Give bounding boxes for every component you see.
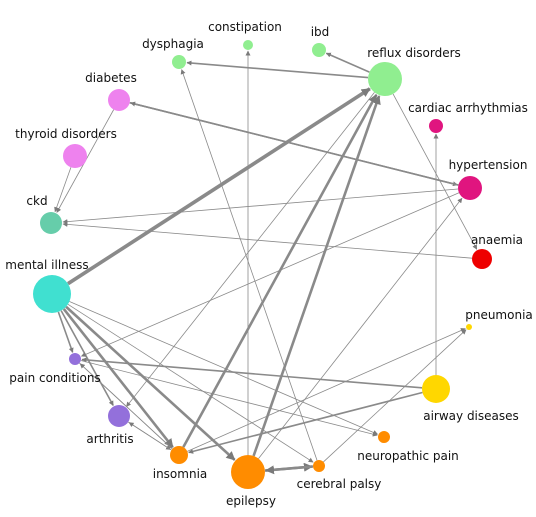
edge-reflux-to-arthritis bbox=[126, 92, 375, 407]
node-neuropathic[interactable] bbox=[378, 431, 390, 443]
edge-epilepsy-to-hypertension bbox=[258, 197, 463, 459]
node-label-pain: pain conditions bbox=[9, 371, 100, 385]
node-hypertension[interactable] bbox=[458, 176, 482, 200]
edge-cerebral-to-pneumonia bbox=[323, 329, 467, 463]
edge-airway-to-insomnia bbox=[188, 391, 423, 454]
edge-hypertension-to-pain bbox=[80, 192, 460, 357]
node-label-hypertension: hypertension bbox=[449, 158, 528, 172]
node-anaemia[interactable] bbox=[472, 249, 492, 269]
node-insomnia[interactable] bbox=[170, 446, 188, 464]
edge-epilepsy-to-reflux bbox=[252, 95, 381, 457]
node-label-cerebral: cerebral palsy bbox=[297, 477, 382, 491]
node-label-epilepsy: epilepsy bbox=[226, 494, 276, 508]
label-layer: constipation ibd dysphagia reflux disorders… bbox=[5, 20, 532, 508]
node-label-arthritis: arthritis bbox=[86, 432, 133, 446]
node-airway[interactable] bbox=[422, 375, 450, 403]
node-label-dysphagia: dysphagia bbox=[142, 37, 204, 51]
node-label-pneumonia: pneumonia bbox=[465, 308, 533, 322]
edge-reflux-to-anaemia bbox=[392, 93, 478, 250]
edge-mental-to-pain bbox=[57, 311, 74, 353]
edge-reflux-to-dysphagia bbox=[186, 60, 369, 79]
node-ibd[interactable] bbox=[312, 43, 326, 57]
edge-cerebral-to-epilepsy bbox=[265, 465, 314, 475]
node-label-airway: airway diseases bbox=[423, 409, 519, 423]
edge-anaemia-to-ckd bbox=[62, 221, 473, 259]
edge-mental-to-reflux bbox=[66, 87, 371, 286]
node-ckd[interactable] bbox=[40, 212, 62, 234]
node-epilepsy[interactable] bbox=[231, 455, 265, 489]
node-label-mental: mental illness bbox=[5, 258, 88, 272]
node-label-cardiac: cardiac arrhythmias bbox=[408, 101, 528, 115]
edge-airway-to-pain bbox=[81, 357, 423, 389]
edge-cerebral-to-dysphagia bbox=[180, 69, 318, 461]
node-label-thyroid: thyroid disorders bbox=[15, 127, 117, 141]
node-label-anaemia: anaemia bbox=[471, 233, 523, 247]
node-layer bbox=[33, 40, 492, 489]
edge-hypertension-to-diabetes bbox=[130, 101, 459, 186]
node-thyroid[interactable] bbox=[63, 144, 87, 168]
edge-layer bbox=[54, 50, 478, 475]
node-reflux[interactable] bbox=[368, 62, 402, 96]
edge-hypertension-to-ckd bbox=[62, 188, 459, 225]
edge-insomnia-to-reflux bbox=[182, 93, 378, 448]
node-arthritis[interactable] bbox=[108, 405, 130, 427]
edge-reflux-to-ibd bbox=[325, 52, 370, 73]
edge-mental-to-cerebral bbox=[67, 303, 314, 463]
edge-insomnia-to-arthritis bbox=[128, 422, 172, 451]
node-mental[interactable] bbox=[33, 275, 71, 313]
node-pneumonia[interactable] bbox=[466, 324, 472, 330]
node-label-constipation: constipation bbox=[208, 20, 282, 34]
node-dysphagia[interactable] bbox=[172, 55, 186, 69]
node-cardiac[interactable] bbox=[429, 119, 443, 133]
edge-pain-to-neuropathic bbox=[80, 360, 378, 437]
node-label-diabetes: diabetes bbox=[85, 71, 137, 85]
node-diabetes[interactable] bbox=[108, 89, 130, 111]
edge-mental-to-arthritis bbox=[60, 310, 114, 406]
node-label-neuropathic: neuropathic pain bbox=[357, 449, 459, 463]
edge-mental-to-insomnia bbox=[62, 308, 174, 448]
node-label-reflux: reflux disorders bbox=[367, 46, 461, 60]
edge-insomnia-to-pain bbox=[79, 363, 173, 450]
edge-thyroid-to-ckd bbox=[54, 167, 72, 213]
edge-insomnia-to-pneumonia bbox=[187, 328, 466, 452]
node-cerebral[interactable] bbox=[313, 460, 325, 472]
node-label-ckd: ckd bbox=[26, 194, 47, 208]
node-label-ibd: ibd bbox=[311, 25, 330, 39]
node-constipation[interactable] bbox=[243, 40, 253, 50]
edge-mental-to-epilepsy bbox=[65, 305, 236, 461]
node-pain[interactable] bbox=[69, 353, 81, 365]
edge-mental-to-neuropathic bbox=[69, 301, 379, 435]
node-label-insomnia: insomnia bbox=[153, 467, 208, 481]
